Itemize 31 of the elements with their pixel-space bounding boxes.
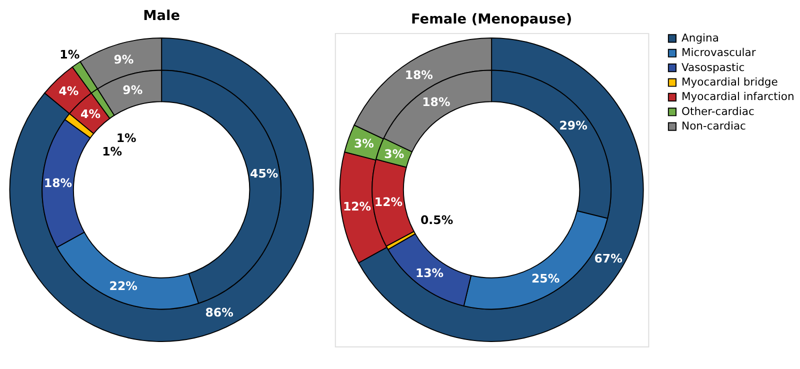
data-label: 1% xyxy=(116,130,137,145)
data-label: 45% xyxy=(250,166,278,180)
data-label: 22% xyxy=(109,279,138,294)
legend-label: Angina xyxy=(682,31,719,44)
legend-label: Other-cardiac xyxy=(682,104,754,118)
legend-label: Non-cardiac xyxy=(682,120,746,133)
data-label: 0.5% xyxy=(420,213,454,228)
data-label: 9% xyxy=(114,52,134,66)
data-label: 13% xyxy=(415,266,444,280)
legend-label: Myocardial bridge xyxy=(682,75,778,88)
data-label: 9% xyxy=(122,82,143,97)
data-label: 29% xyxy=(559,118,588,133)
data-label: 18% xyxy=(422,94,450,109)
data-label: 25% xyxy=(531,271,560,286)
data-label: 18% xyxy=(404,68,434,82)
data-label: 12% xyxy=(342,200,372,214)
data-label: 3% xyxy=(354,136,374,151)
legend-label: Myocardial infarction xyxy=(682,90,794,104)
data-label: 1% xyxy=(102,144,122,158)
data-label: 4% xyxy=(58,84,79,98)
data-label: 3% xyxy=(384,146,404,161)
legend-label: Vasospastic xyxy=(682,60,745,74)
data-label: 4% xyxy=(80,107,101,122)
data-label: 1% xyxy=(60,47,80,62)
data-label: 18% xyxy=(44,176,72,190)
chart-title: Male xyxy=(143,8,180,24)
chart-title: Female (Menopause) xyxy=(411,12,572,28)
data-label: 12% xyxy=(374,194,403,209)
data-label: 86% xyxy=(205,305,234,320)
legend-label: Microvascular xyxy=(682,46,756,60)
data-label: 67% xyxy=(594,252,623,266)
